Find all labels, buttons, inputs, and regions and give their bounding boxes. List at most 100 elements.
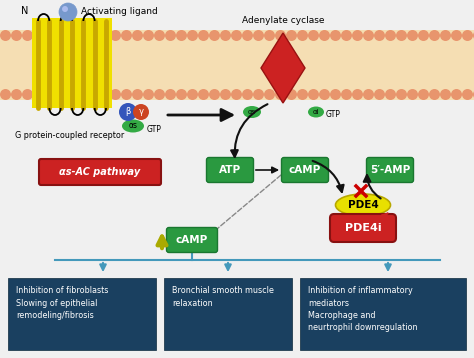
FancyBboxPatch shape xyxy=(207,158,254,183)
Circle shape xyxy=(385,89,396,100)
Circle shape xyxy=(319,30,330,41)
Circle shape xyxy=(308,30,319,41)
Circle shape xyxy=(121,89,132,100)
Circle shape xyxy=(143,89,154,100)
Circle shape xyxy=(308,89,319,100)
Text: ATP: ATP xyxy=(219,165,241,175)
Bar xyxy=(32,18,112,108)
Text: PDE4i: PDE4i xyxy=(345,223,381,233)
Circle shape xyxy=(198,89,209,100)
Bar xyxy=(8,278,156,350)
Bar xyxy=(164,278,292,350)
Circle shape xyxy=(242,89,253,100)
Circle shape xyxy=(165,89,176,100)
Circle shape xyxy=(440,89,451,100)
Circle shape xyxy=(110,89,121,100)
Circle shape xyxy=(341,89,352,100)
Circle shape xyxy=(231,30,242,41)
Circle shape xyxy=(407,30,418,41)
Circle shape xyxy=(77,89,88,100)
Circle shape xyxy=(209,89,220,100)
Circle shape xyxy=(440,30,451,41)
Circle shape xyxy=(165,30,176,41)
Text: αi: αi xyxy=(313,109,319,115)
Circle shape xyxy=(352,89,363,100)
Circle shape xyxy=(154,89,165,100)
Circle shape xyxy=(33,30,44,41)
Circle shape xyxy=(44,30,55,41)
Text: GTP: GTP xyxy=(147,125,162,134)
Circle shape xyxy=(11,30,22,41)
Circle shape xyxy=(286,30,297,41)
Text: GTP: GTP xyxy=(326,110,341,119)
Bar xyxy=(0,30,474,100)
Circle shape xyxy=(77,30,88,41)
FancyBboxPatch shape xyxy=(39,159,161,185)
Circle shape xyxy=(363,89,374,100)
Ellipse shape xyxy=(122,120,144,132)
Circle shape xyxy=(473,89,474,100)
Circle shape xyxy=(407,89,418,100)
Polygon shape xyxy=(261,33,305,103)
Circle shape xyxy=(132,30,143,41)
Circle shape xyxy=(242,30,253,41)
Circle shape xyxy=(264,30,275,41)
Text: γ: γ xyxy=(138,107,144,116)
Circle shape xyxy=(330,30,341,41)
Circle shape xyxy=(286,89,297,100)
Circle shape xyxy=(22,89,33,100)
Circle shape xyxy=(231,89,242,100)
Circle shape xyxy=(429,89,440,100)
Circle shape xyxy=(66,30,77,41)
Circle shape xyxy=(319,89,330,100)
FancyBboxPatch shape xyxy=(282,158,328,183)
Text: PDE4: PDE4 xyxy=(347,200,378,210)
Circle shape xyxy=(59,3,77,21)
Circle shape xyxy=(473,30,474,41)
Circle shape xyxy=(264,89,275,100)
Text: αs: αs xyxy=(248,109,256,115)
Circle shape xyxy=(297,30,308,41)
Circle shape xyxy=(99,30,110,41)
Circle shape xyxy=(22,30,33,41)
Text: cAMP: cAMP xyxy=(289,165,321,175)
Circle shape xyxy=(462,89,473,100)
Text: αs-AC pathway: αs-AC pathway xyxy=(59,167,141,177)
Text: Adenylate cyclase: Adenylate cyclase xyxy=(242,16,324,25)
Circle shape xyxy=(132,89,143,100)
Circle shape xyxy=(99,89,110,100)
Circle shape xyxy=(275,30,286,41)
Circle shape xyxy=(143,30,154,41)
Text: αs: αs xyxy=(128,121,137,131)
Text: N: N xyxy=(21,6,28,16)
Circle shape xyxy=(62,6,68,12)
Circle shape xyxy=(44,89,55,100)
Circle shape xyxy=(119,103,137,121)
Circle shape xyxy=(66,89,77,100)
Text: Activating ligand: Activating ligand xyxy=(81,8,158,16)
Circle shape xyxy=(352,30,363,41)
Circle shape xyxy=(176,89,187,100)
Circle shape xyxy=(418,89,429,100)
Circle shape xyxy=(154,30,165,41)
Text: 5′-AMP: 5′-AMP xyxy=(370,165,410,175)
Circle shape xyxy=(253,89,264,100)
Circle shape xyxy=(55,30,66,41)
Circle shape xyxy=(253,30,264,41)
Circle shape xyxy=(121,30,132,41)
Circle shape xyxy=(418,30,429,41)
Text: G protein-coupled receptor: G protein-coupled receptor xyxy=(15,131,124,140)
Circle shape xyxy=(396,89,407,100)
Circle shape xyxy=(374,89,385,100)
Circle shape xyxy=(220,89,231,100)
Circle shape xyxy=(451,30,462,41)
Circle shape xyxy=(220,30,231,41)
Ellipse shape xyxy=(336,194,391,216)
Text: cAMP: cAMP xyxy=(176,235,208,245)
FancyBboxPatch shape xyxy=(166,227,218,252)
Circle shape xyxy=(0,30,11,41)
Circle shape xyxy=(275,89,286,100)
FancyBboxPatch shape xyxy=(366,158,413,183)
Circle shape xyxy=(209,30,220,41)
Circle shape xyxy=(297,89,308,100)
